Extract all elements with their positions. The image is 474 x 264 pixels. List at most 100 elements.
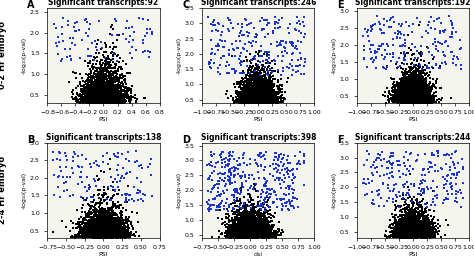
Point [111,100,118,104]
Point [402,235,410,239]
Point [422,89,429,93]
Point [419,95,427,99]
Point [106,233,113,237]
Point [241,233,249,237]
Point [405,233,412,237]
Point [413,100,421,104]
Point [243,98,251,102]
Point [263,95,271,99]
Point [90,222,97,226]
Point [111,77,119,82]
Point [401,62,408,67]
Point [413,97,421,101]
Point [68,90,75,95]
Point [227,180,234,184]
Point [112,97,120,101]
Point [253,233,261,237]
Point [115,234,123,239]
Point [271,59,279,64]
Point [139,41,146,45]
Point [249,100,256,104]
Point [258,234,265,238]
Point [109,230,116,234]
Point [280,173,287,177]
Point [403,233,411,237]
Point [453,149,460,153]
Point [237,235,245,239]
Point [106,81,114,85]
Point [400,56,407,60]
Point [264,72,272,76]
Point [248,99,256,103]
Point [416,225,424,230]
Point [98,99,106,103]
Point [254,227,262,231]
Point [232,218,239,222]
Point [106,211,113,215]
Point [408,98,416,102]
Point [94,97,101,101]
Point [256,98,264,102]
Point [83,231,91,235]
Point [405,77,413,82]
Point [401,76,409,81]
Point [91,226,99,230]
Point [397,91,404,95]
Point [251,225,258,230]
Point [416,232,423,236]
Point [117,89,125,93]
Point [427,234,434,239]
Point [248,91,256,95]
Point [264,100,271,105]
Point [246,88,253,92]
Point [260,63,267,67]
Point [240,235,248,240]
Point [402,95,410,99]
Point [423,225,430,229]
Point [239,235,246,239]
Point [95,86,103,91]
Point [73,222,80,226]
Point [260,227,267,231]
Point [237,211,245,215]
Point [96,235,104,239]
Point [419,234,427,238]
Point [108,233,115,238]
Point [97,232,105,236]
Point [253,235,261,239]
Point [421,93,429,97]
Point [105,92,113,96]
Point [415,227,423,231]
Point [93,91,100,96]
Point [109,234,116,238]
Point [369,173,377,177]
Point [257,93,265,98]
Point [408,92,416,97]
Point [97,98,104,102]
Point [105,227,113,231]
Point [410,99,418,103]
Point [108,93,115,97]
Point [265,100,273,104]
Point [53,44,61,49]
Point [86,221,94,226]
Point [394,234,402,239]
Point [252,222,259,226]
Point [397,229,405,233]
Point [95,233,102,237]
Point [214,48,221,52]
Point [401,222,408,226]
Point [410,95,418,99]
Point [244,84,251,88]
Point [268,96,275,100]
Point [367,43,375,48]
Point [415,92,423,96]
Point [114,94,122,98]
Point [406,97,414,102]
Point [89,99,97,103]
Point [419,235,427,239]
Point [104,100,111,105]
Point [96,224,103,228]
Point [401,98,409,103]
Point [411,234,419,238]
